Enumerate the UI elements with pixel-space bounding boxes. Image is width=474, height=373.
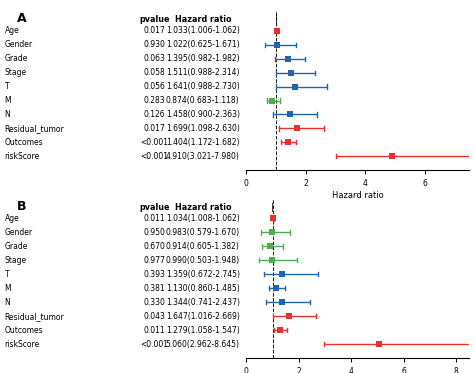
Text: 0.670: 0.670 [144,242,165,251]
Text: M: M [5,96,11,105]
Text: 1.279(1.058-1.547): 1.279(1.058-1.547) [166,326,240,335]
Text: <0.001: <0.001 [140,340,168,349]
Text: riskScore: riskScore [5,152,40,161]
Text: 0.977: 0.977 [144,256,165,265]
Text: 1.359(0.672-2.745): 1.359(0.672-2.745) [166,270,240,279]
Text: Gender: Gender [5,228,33,237]
Text: 0.043: 0.043 [144,312,165,321]
Text: Stage: Stage [5,68,27,77]
Text: 1.404(1.172-1.682): 1.404(1.172-1.682) [166,138,239,147]
Text: 0.381: 0.381 [144,284,165,293]
Text: 0.930: 0.930 [144,40,165,49]
Text: 0.058: 0.058 [144,68,165,77]
Text: 1.458(0.900-2.363): 1.458(0.900-2.363) [166,110,240,119]
Text: 1.022(0.625-1.671): 1.022(0.625-1.671) [166,40,240,49]
Text: 0.330: 0.330 [144,298,165,307]
Text: 0.056: 0.056 [144,82,165,91]
Text: 1.511(0.988-2.314): 1.511(0.988-2.314) [166,68,239,77]
Text: 1.647(1.016-2.669): 1.647(1.016-2.669) [166,312,240,321]
Text: 0.874(0.683-1.118): 0.874(0.683-1.118) [166,96,240,105]
Text: riskScore: riskScore [5,340,40,349]
Text: 4.910(3.021-7.980): 4.910(3.021-7.980) [166,152,240,161]
Text: 1.033(1.006-1.062): 1.033(1.006-1.062) [166,26,240,35]
Text: Gender: Gender [5,40,33,49]
Text: 0.011: 0.011 [144,326,165,335]
Text: 1.034(1.008-1.062): 1.034(1.008-1.062) [166,214,240,223]
Text: Grade: Grade [5,54,28,63]
Text: 0.393: 0.393 [144,270,165,279]
Text: Residual_tumor: Residual_tumor [5,124,64,133]
Text: T: T [5,270,9,279]
Text: Hazard ratio: Hazard ratio [174,203,231,212]
Text: 0.983(0.579-1.670): 0.983(0.579-1.670) [166,228,240,237]
Text: <0.001: <0.001 [140,152,168,161]
Text: 5.060(2.962-8.645): 5.060(2.962-8.645) [166,340,240,349]
Text: 0.126: 0.126 [144,110,165,119]
Text: Stage: Stage [5,256,27,265]
X-axis label: Hazard ratio: Hazard ratio [332,191,383,200]
Text: Age: Age [5,26,19,35]
Text: N: N [5,298,10,307]
Text: 0.063: 0.063 [144,54,165,63]
Text: 1.344(0.741-2.437): 1.344(0.741-2.437) [166,298,240,307]
Text: 1.641(0.988-2.730): 1.641(0.988-2.730) [166,82,240,91]
Text: 1.130(0.860-1.485): 1.130(0.860-1.485) [166,284,240,293]
Text: A: A [17,12,27,25]
Text: 0.017: 0.017 [144,26,165,35]
Text: |: | [274,15,277,24]
Text: N: N [5,110,10,119]
Text: Outcomes: Outcomes [5,326,43,335]
Text: |: | [271,203,274,212]
Text: pvalue: pvalue [139,15,170,24]
Text: 1.699(1.098-2.630): 1.699(1.098-2.630) [166,124,240,133]
Text: 0.950: 0.950 [144,228,165,237]
Text: <0.001: <0.001 [140,138,168,147]
Text: Grade: Grade [5,242,28,251]
Text: Residual_tumor: Residual_tumor [5,312,64,321]
Text: 0.283: 0.283 [144,96,165,105]
Text: 0.011: 0.011 [144,214,165,223]
Text: T: T [5,82,9,91]
Text: 0.914(0.605-1.382): 0.914(0.605-1.382) [166,242,240,251]
Text: 1.395(0.982-1.982): 1.395(0.982-1.982) [166,54,240,63]
Text: Outcomes: Outcomes [5,138,43,147]
Text: pvalue: pvalue [139,203,170,212]
Text: 0.017: 0.017 [144,124,165,133]
Text: B: B [17,200,27,213]
Text: Age: Age [5,214,19,223]
Text: M: M [5,284,11,293]
Text: Hazard ratio: Hazard ratio [174,15,231,24]
Text: 0.990(0.503-1.948): 0.990(0.503-1.948) [166,256,240,265]
